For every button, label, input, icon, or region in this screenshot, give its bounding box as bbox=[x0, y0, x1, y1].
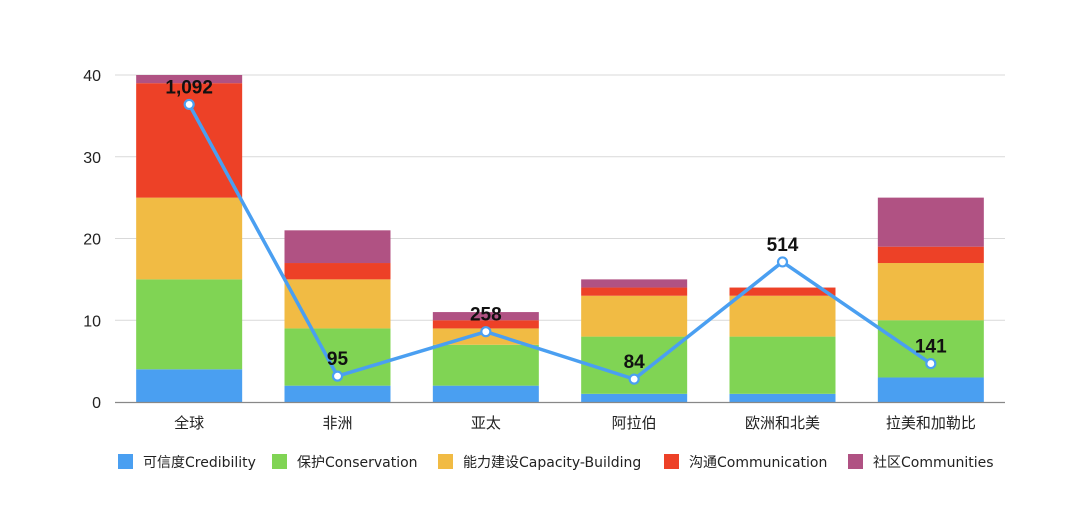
bar-segment bbox=[136, 197, 243, 280]
axes: 0 10 20 30 40 全球 非洲 亚太 阿拉伯 欧洲和北美 拉美和加勒比 bbox=[83, 68, 1005, 432]
legend-label: 能力建设Capacity-Building bbox=[463, 455, 641, 471]
data-label: 1,092 bbox=[165, 77, 213, 98]
data-label: 514 bbox=[767, 235, 799, 256]
line-point bbox=[925, 357, 937, 370]
x-tick-label: 非洲 bbox=[322, 414, 352, 432]
line-point bbox=[776, 256, 789, 268]
legend-swatch bbox=[438, 454, 453, 469]
bar-segment bbox=[432, 320, 539, 329]
line-point bbox=[183, 98, 195, 111]
bar-segment bbox=[729, 393, 836, 402]
data-label: 84 bbox=[624, 352, 646, 373]
bar-segment bbox=[136, 369, 243, 402]
line-point bbox=[480, 326, 492, 338]
bar-segment bbox=[136, 279, 243, 370]
data-label: 258 bbox=[470, 305, 502, 326]
bar-segment bbox=[581, 287, 688, 296]
bar-segment bbox=[581, 393, 688, 402]
x-tick-label: 阿拉伯 bbox=[612, 414, 657, 432]
bar-segment bbox=[136, 75, 243, 84]
legend-label: 社区Communities bbox=[873, 455, 994, 471]
bar-segment bbox=[284, 230, 391, 264]
y-tick-label: 30 bbox=[83, 150, 101, 167]
line-series bbox=[183, 98, 937, 385]
bar-segment bbox=[432, 385, 539, 402]
legend-label: 保护Conservation bbox=[297, 455, 418, 471]
bar-segment bbox=[729, 287, 836, 296]
legend-label: 可信度Credibility bbox=[143, 455, 256, 471]
bar-segment bbox=[284, 263, 391, 280]
line-point bbox=[331, 370, 344, 382]
legend-swatch bbox=[848, 454, 863, 469]
bar-segment bbox=[432, 344, 539, 386]
bar-segment bbox=[432, 312, 539, 321]
x-tick-label: 拉美和加勒比 bbox=[886, 414, 976, 432]
x-tick-label: 全球 bbox=[174, 414, 204, 432]
bar-segment bbox=[729, 295, 836, 337]
legend: 可信度Credibility 保护Conservation 能力建设Capacity… bbox=[118, 454, 994, 471]
data-labels: 1,092 95 258 84 514 141 bbox=[165, 77, 947, 373]
legend-swatch bbox=[272, 454, 287, 469]
bar-segment bbox=[877, 197, 984, 247]
bar-segment bbox=[284, 279, 391, 329]
y-tick-label: 0 bbox=[92, 395, 101, 412]
x-tick-label: 亚太 bbox=[471, 414, 501, 432]
y-tick-label: 40 bbox=[83, 68, 101, 85]
gridlines bbox=[115, 74, 1005, 321]
bar-segment bbox=[581, 295, 688, 337]
line-path bbox=[187, 103, 932, 381]
bar-segment bbox=[581, 279, 688, 288]
data-label: 141 bbox=[915, 337, 947, 358]
bar-segment bbox=[877, 246, 984, 264]
bar-segment bbox=[284, 385, 391, 402]
bar-segment bbox=[877, 263, 984, 321]
y-tick-label: 20 bbox=[83, 232, 101, 249]
legend-label: 沟通Communication bbox=[689, 455, 827, 471]
line-point bbox=[628, 373, 640, 385]
legend-swatch bbox=[118, 454, 133, 469]
y-tick-label: 10 bbox=[83, 313, 101, 330]
bar-segment bbox=[877, 377, 984, 402]
data-label: 95 bbox=[327, 349, 349, 370]
bar-segment bbox=[729, 336, 836, 394]
legend-swatch bbox=[664, 454, 679, 469]
x-tick-label: 欧洲和北美 bbox=[745, 414, 820, 432]
